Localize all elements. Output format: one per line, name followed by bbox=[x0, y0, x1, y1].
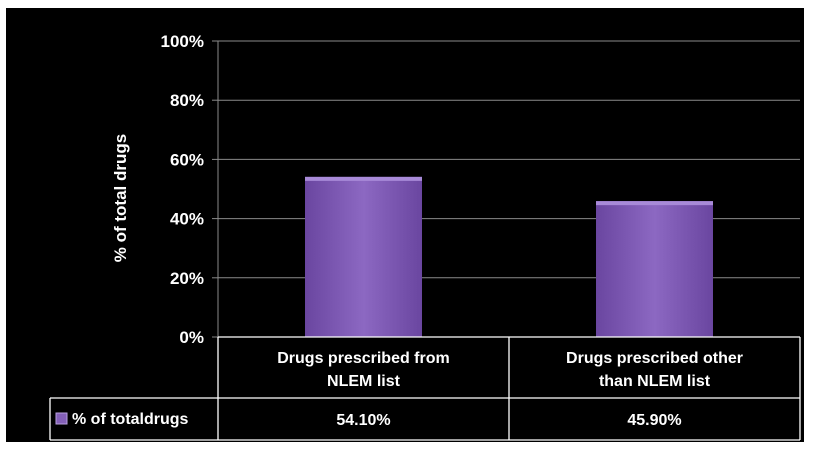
y-tick-label: 0% bbox=[179, 328, 204, 347]
y-tick-label: 60% bbox=[170, 150, 204, 169]
legend-series-name: % of totaldrugs bbox=[72, 411, 189, 428]
bar bbox=[305, 176, 422, 337]
y-tick-label: 40% bbox=[170, 210, 204, 229]
data-label: 54.10% bbox=[336, 412, 390, 429]
x-category-label: NLEM list bbox=[327, 373, 401, 390]
legend-swatch bbox=[55, 412, 68, 425]
bar-chart: 0% 20% 40% 60% 80% 100% Drugs prescribed from… bbox=[49, 32, 801, 441]
bar-top-highlight bbox=[596, 201, 713, 206]
x-category-label: Drugs prescribed from bbox=[277, 350, 449, 367]
chart-frame: 0% 20% 40% 60% 80% 100% Drugs prescribed from… bbox=[6, 8, 804, 442]
data-label: 45.90% bbox=[627, 412, 681, 429]
x-category-label: than NLEM list bbox=[599, 373, 711, 390]
y-axis-label: % of total drugs bbox=[111, 134, 130, 262]
y-tick-label: 20% bbox=[170, 269, 204, 288]
y-tick-label: 80% bbox=[170, 91, 204, 110]
x-category-label: Drugs prescribed other bbox=[566, 350, 743, 367]
bar bbox=[596, 201, 713, 337]
y-tick-label: 100% bbox=[161, 32, 204, 51]
bar-top-highlight bbox=[305, 176, 422, 181]
